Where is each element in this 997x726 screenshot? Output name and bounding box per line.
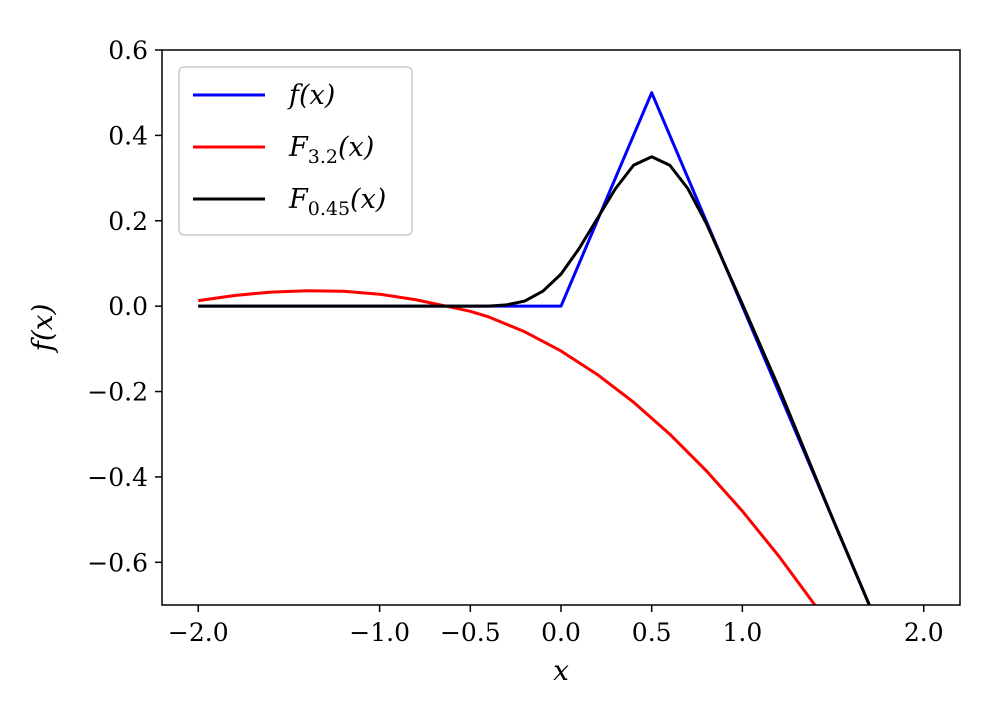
legend-box <box>178 66 413 236</box>
plot-curves <box>198 91 871 605</box>
y-tick-label: 0.4 <box>108 121 148 150</box>
legend-label: F3.2(x) <box>288 132 374 168</box>
y-tick-label: −0.6 <box>87 548 148 577</box>
legend-label: F0.45(x) <box>288 184 386 220</box>
x-tick-label: −1.0 <box>349 618 410 647</box>
series-line-2 <box>198 155 871 605</box>
x-tick-label: 0.5 <box>632 618 672 647</box>
y-tick-label: −0.2 <box>87 378 148 407</box>
legend: f(x) F3.2(x) F0.45(x) <box>178 66 413 236</box>
y-tick-label: −0.4 <box>87 463 148 492</box>
x-axis-label: x <box>553 654 569 687</box>
y-tick-label: 0.0 <box>108 292 148 321</box>
series-line-1 <box>198 289 817 605</box>
y-axis: 0.6 0.4 0.2 0.0 −0.2 −0.4 −0.6 <box>87 36 162 577</box>
x-tick-label: 2.0 <box>904 618 944 647</box>
x-tick-label: 1.0 <box>722 618 762 647</box>
x-tick-label: −2.0 <box>168 618 229 647</box>
y-tick-label: 0.2 <box>108 207 148 236</box>
legend-label: f(x) <box>287 80 335 111</box>
y-axis-label: f(x) <box>26 303 59 353</box>
x-axis: −2.0 −1.0 −0.5 0.0 0.5 1.0 2.0 <box>168 605 944 647</box>
x-tick-label: −0.5 <box>440 618 501 647</box>
y-tick-label: 0.6 <box>108 36 148 65</box>
x-tick-label: 0.0 <box>541 618 581 647</box>
